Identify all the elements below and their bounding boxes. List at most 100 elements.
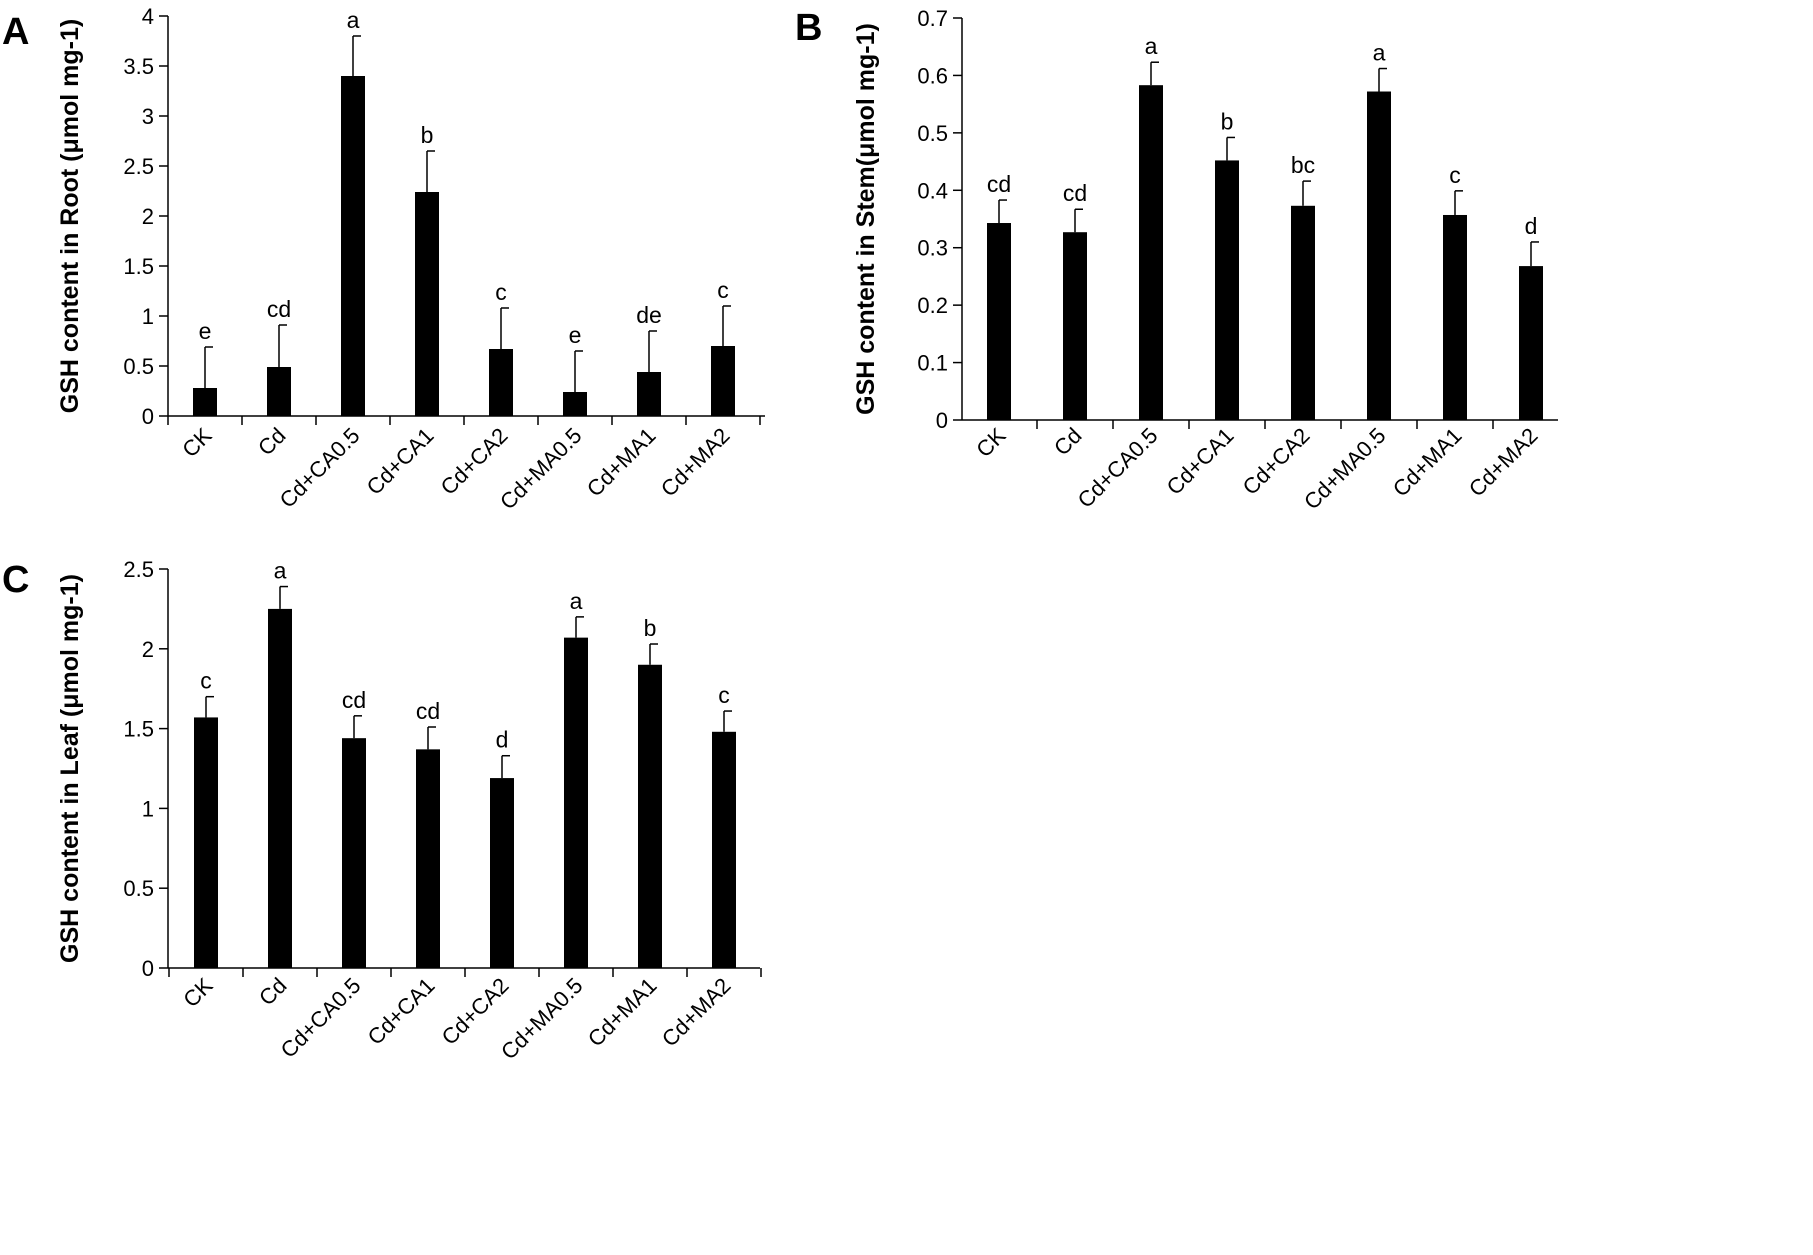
bar (268, 608, 292, 968)
y-tick-label: 0.5 (917, 121, 948, 146)
y-tick-label: 0 (142, 956, 154, 981)
significance-label: cd (416, 698, 440, 724)
significance-label: de (636, 302, 662, 328)
bar (1519, 266, 1543, 420)
bar (987, 223, 1011, 420)
bar (415, 192, 439, 416)
chart-panel-C: C GSH content in Leaf (μmol mg-1) 0 0.5 1 1.5… (2, 557, 762, 1065)
y-tick-label: 3.5 (123, 54, 154, 79)
significance-label: cd (267, 296, 291, 322)
x-tick-label: CK (177, 423, 217, 463)
bar (712, 731, 736, 968)
significance-label: a (1373, 40, 1386, 66)
bar (1443, 214, 1467, 420)
y-tick-label: 1.5 (123, 717, 154, 742)
chart-panel-A: A GSH content in Root (μmol mg-1) 0 0.5 1 1.5… (2, 4, 765, 514)
bar (416, 749, 440, 968)
bar (193, 388, 217, 416)
x-tick-label: Cd (253, 423, 291, 461)
x-tick-label: Cd+MA2 (656, 423, 735, 502)
y-tick-label: 0.6 (917, 63, 948, 88)
significance-label: bc (1291, 152, 1315, 178)
y-axis-label: GSH content in Root (μmol mg-1) (56, 19, 84, 413)
significance-label: c (718, 682, 730, 708)
x-tick-label: Cd+MA0.5 (1299, 423, 1391, 515)
bar (194, 717, 218, 968)
bar (342, 738, 366, 968)
significance-label: b (644, 615, 657, 641)
y-tick-label: 2.5 (123, 557, 154, 582)
significance-label: cd (1063, 180, 1087, 206)
bar (711, 346, 735, 416)
significance-label: a (274, 558, 287, 584)
y-tick-label: 0 (936, 408, 948, 433)
bar (564, 637, 588, 968)
y-tick-label: 0.3 (917, 236, 948, 261)
significance-label: a (347, 7, 360, 33)
y-tick-label: 1 (142, 796, 154, 821)
x-tick-label: Cd (254, 973, 292, 1011)
x-tick-label: Cd+MA2 (1464, 423, 1543, 502)
y-tick-label: 0.2 (917, 293, 948, 318)
significance-label: a (570, 588, 583, 614)
significance-label: b (421, 122, 434, 148)
y-axis-label: GSH content in Stem(μmol mg-1) (852, 23, 880, 415)
x-tick-label: CK (178, 973, 218, 1013)
x-tick-label: Cd+MA1 (1388, 423, 1467, 502)
significance-label: c (200, 668, 212, 694)
bar (563, 392, 587, 416)
bar (1139, 85, 1163, 420)
x-tick-label: Cd+CA1 (1162, 423, 1239, 500)
significance-label: e (569, 322, 582, 348)
y-tick-label: 0 (142, 404, 154, 429)
x-tick-label: Cd+CA2 (1238, 423, 1315, 500)
y-tick-label: 2 (142, 637, 154, 662)
x-tick-label: Cd+CA0.5 (276, 973, 366, 1063)
y-tick-label: 4 (142, 4, 154, 29)
y-tick-label: 0.4 (917, 178, 948, 203)
bar (1215, 160, 1239, 420)
x-tick-label: Cd+CA1 (362, 423, 439, 500)
significance-label: d (496, 727, 509, 753)
significance-label: b (1221, 108, 1234, 134)
y-tick-label: 0.5 (123, 876, 154, 901)
bar (637, 372, 661, 416)
x-tick-label: Cd+CA1 (363, 973, 440, 1050)
x-tick-label: Cd (1049, 423, 1087, 461)
bar (267, 367, 291, 416)
significance-label: c (495, 279, 507, 305)
x-tick-label: Cd+MA0.5 (495, 423, 587, 515)
significance-label: e (199, 318, 212, 344)
significance-label: cd (987, 171, 1011, 197)
x-tick-label: Cd+MA2 (657, 973, 736, 1052)
bar (1367, 91, 1391, 420)
y-tick-label: 2 (142, 204, 154, 229)
bar (638, 664, 662, 968)
significance-label: c (717, 277, 729, 303)
x-tick-label: Cd+MA0.5 (496, 973, 588, 1065)
bar (341, 76, 365, 416)
x-tick-label: Cd+CA2 (436, 423, 513, 500)
bar (1063, 232, 1087, 420)
y-tick-label: 1.5 (123, 254, 154, 279)
y-tick-label: 2.5 (123, 154, 154, 179)
bar (1291, 205, 1315, 420)
x-tick-label: Cd+CA2 (437, 973, 514, 1050)
significance-label: cd (342, 687, 366, 713)
panel-letter: A (2, 11, 29, 53)
x-tick-label: Cd+MA1 (583, 973, 662, 1052)
y-axis-label: GSH content in Leaf (μmol mg-1) (56, 574, 84, 963)
y-tick-label: 0.5 (123, 354, 154, 379)
y-tick-label: 0.1 (917, 351, 948, 376)
x-tick-label: CK (971, 423, 1011, 463)
panel-letter: C (2, 559, 29, 601)
bar (489, 349, 513, 416)
y-tick-label: 3 (142, 104, 154, 129)
significance-label: d (1525, 213, 1538, 239)
significance-label: c (1449, 162, 1461, 188)
bar (490, 778, 514, 968)
panel-letter: B (795, 7, 822, 49)
x-tick-label: Cd+CA0.5 (275, 423, 365, 513)
y-tick-label: 0.7 (917, 6, 948, 31)
